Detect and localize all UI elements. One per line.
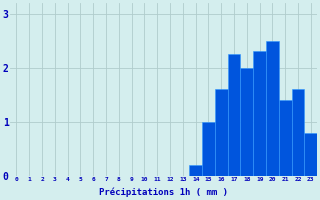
- Bar: [304, 133, 317, 176]
- Bar: [266, 41, 279, 176]
- X-axis label: Précipitations 1h ( mm ): Précipitations 1h ( mm ): [99, 188, 228, 197]
- Bar: [292, 89, 304, 176]
- Bar: [253, 51, 266, 176]
- Bar: [228, 54, 240, 176]
- Bar: [215, 89, 228, 176]
- Bar: [189, 165, 202, 176]
- Bar: [240, 68, 253, 176]
- Bar: [202, 122, 215, 176]
- Bar: [279, 100, 292, 176]
